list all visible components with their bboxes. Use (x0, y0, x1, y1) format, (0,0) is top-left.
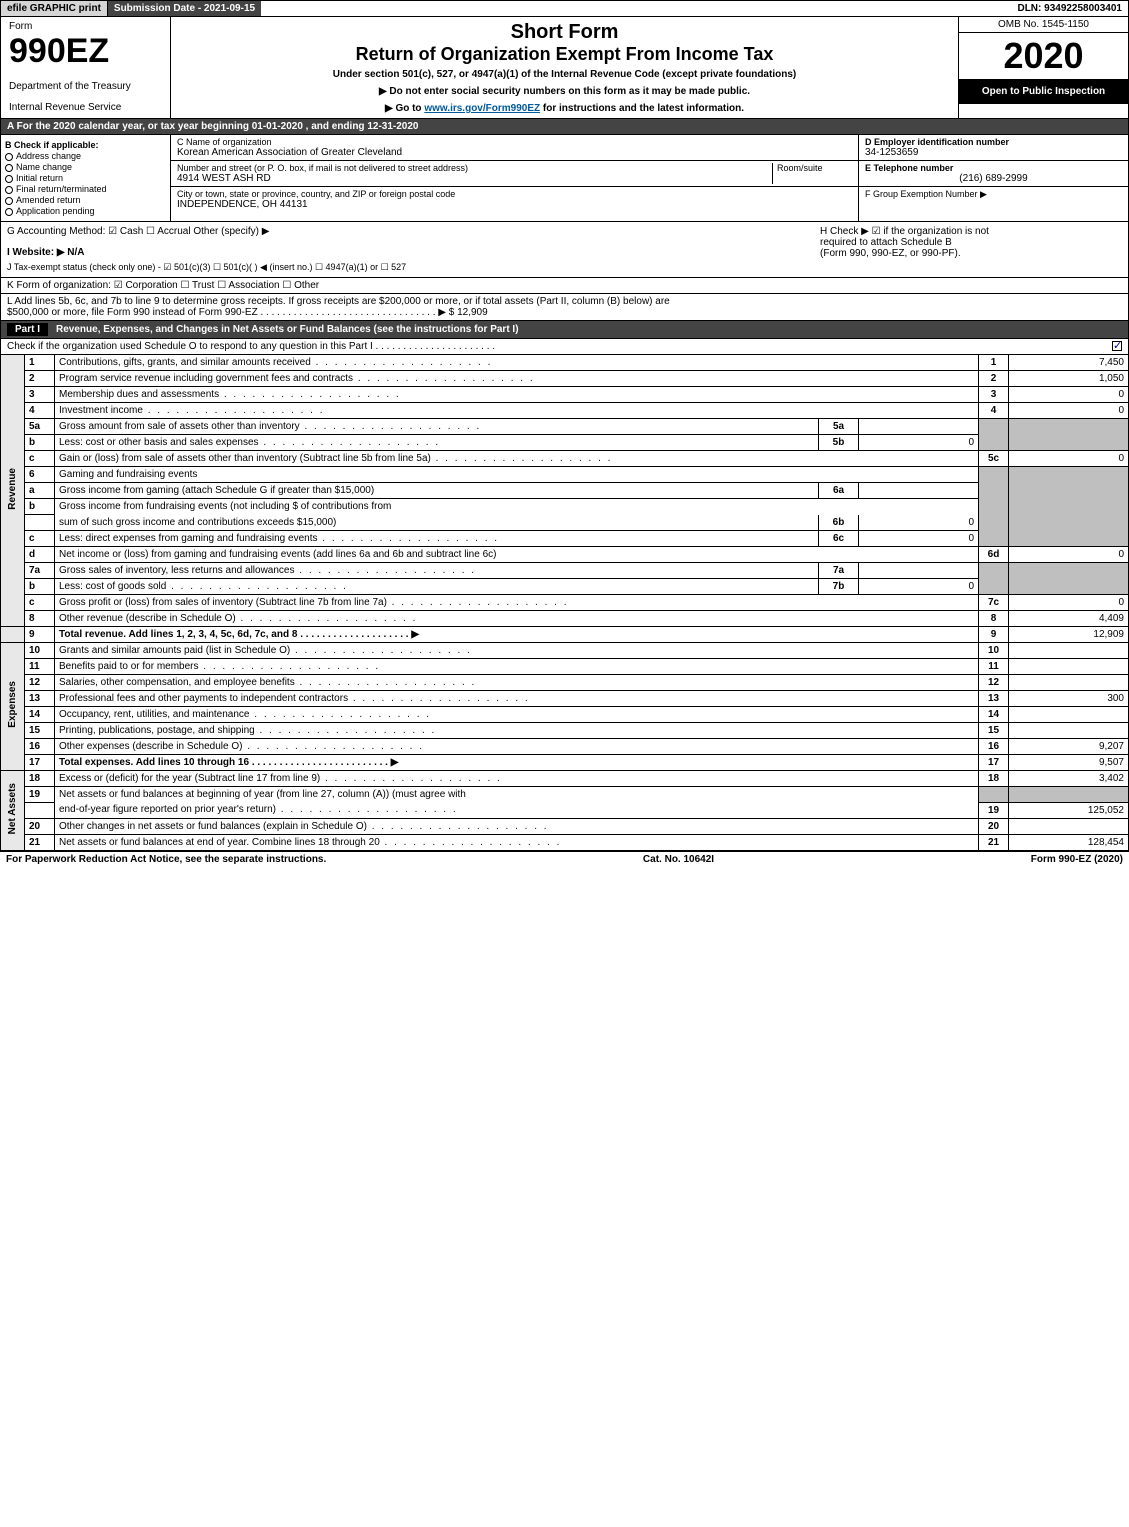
c-label: C Name of organization (177, 137, 852, 147)
short-form-title: Short Form (179, 21, 950, 44)
part1-check: Check if the organization used Schedule … (0, 339, 1129, 355)
room-label: Room/suite (772, 163, 852, 184)
check-final[interactable]: Final return/terminated (5, 184, 166, 194)
check-pending[interactable]: Application pending (5, 206, 166, 216)
footer-left: For Paperwork Reduction Act Notice, see … (6, 854, 326, 865)
top-bar: efile GRAPHIC print Submission Date - 20… (0, 0, 1129, 17)
ssn-warning: ▶ Do not enter social security numbers o… (179, 86, 950, 97)
efile-print-button[interactable]: efile GRAPHIC print (1, 1, 108, 16)
line-1-text: Contributions, gifts, grants, and simila… (55, 355, 979, 371)
dln-label: DLN: 93492258003401 (1011, 1, 1128, 16)
note2-post: for instructions and the latest informat… (540, 103, 744, 114)
revenue-label: Revenue (7, 468, 18, 510)
omb-number: OMB No. 1545-1150 (959, 17, 1128, 33)
check-name[interactable]: Name change (5, 162, 166, 172)
page-footer: For Paperwork Reduction Act Notice, see … (0, 851, 1129, 867)
city-label: City or town, state or province, country… (177, 189, 852, 199)
line-l: L Add lines 5b, 6c, and 7b to line 9 to … (0, 294, 1129, 321)
org-name: Korean American Association of Greater C… (177, 147, 852, 158)
tax-year-row: A For the 2020 calendar year, or tax yea… (0, 119, 1129, 135)
irs-link[interactable]: www.irs.gov/Form990EZ (424, 103, 540, 114)
e-label: E Telephone number (865, 163, 1122, 173)
tax-exempt-status: J Tax-exempt status (check only one) - ☑… (7, 262, 812, 273)
schedule-o-checkbox[interactable] (1112, 341, 1122, 351)
line-1-val: 7,450 (1009, 355, 1129, 371)
h-check-3: (Form 990, 990-EZ, or 990-PF). (820, 248, 1122, 259)
line-1-num: 1 (25, 355, 55, 371)
accounting-method: G Accounting Method: ☑ Cash ☐ Accrual Ot… (7, 226, 812, 237)
part1-title: Revenue, Expenses, and Changes in Net As… (56, 324, 519, 335)
dept-label: Department of the Treasury (9, 81, 162, 92)
part1-table: Revenue 1 Contributions, gifts, grants, … (0, 355, 1129, 851)
d-label: D Employer identification number (865, 137, 1122, 147)
city-state-zip: INDEPENDENCE, OH 44131 (177, 199, 852, 210)
line-1-ref: 1 (979, 355, 1009, 371)
ein: 34-1253659 (865, 147, 1122, 158)
h-check-1: H Check ▶ ☑ if the organization is not (820, 226, 1122, 237)
form-label: Form (9, 21, 162, 32)
form-of-org: K Form of organization: ☑ Corporation ☐ … (0, 278, 1129, 294)
part1-label: Part I (7, 323, 48, 336)
note2-pre: ▶ Go to (385, 103, 424, 114)
submission-date: Submission Date - 2021-09-15 (108, 1, 261, 16)
check-initial[interactable]: Initial return (5, 173, 166, 183)
b-label: B Check if applicable: (5, 140, 166, 150)
part1-header: Part I Revenue, Expenses, and Changes in… (0, 321, 1129, 339)
form-subtitle: Under section 501(c), 527, or 4947(a)(1)… (179, 69, 950, 80)
netassets-label: Net Assets (7, 783, 18, 834)
form-header: Form 990EZ Department of the Treasury In… (0, 17, 1129, 119)
check-address[interactable]: Address change (5, 151, 166, 161)
check-amended[interactable]: Amended return (5, 195, 166, 205)
footer-right: Form 990-EZ (2020) (1031, 854, 1123, 865)
open-inspection: Open to Public Inspection (959, 79, 1128, 104)
tax-year: 2020 (959, 33, 1128, 79)
h-check-2: required to attach Schedule B (820, 237, 1122, 248)
form-number: 990EZ (9, 32, 162, 71)
footer-cat: Cat. No. 10642I (643, 854, 714, 865)
form-title: Return of Organization Exempt From Incom… (179, 44, 950, 65)
f-label: F Group Exemption Number ▶ (865, 189, 1122, 200)
expenses-label: Expenses (7, 681, 18, 728)
phone: (216) 689-2999 (865, 173, 1122, 184)
addr-label: Number and street (or P. O. box, if mail… (177, 163, 772, 173)
irs-label: Internal Revenue Service (9, 102, 162, 113)
street-address: 4914 WEST ASH RD (177, 173, 772, 184)
website: I Website: ▶ N/A (7, 247, 812, 258)
entity-block: B Check if applicable: Address change Na… (0, 135, 1129, 222)
instructions-link-row: ▶ Go to www.irs.gov/Form990EZ for instru… (179, 103, 950, 114)
